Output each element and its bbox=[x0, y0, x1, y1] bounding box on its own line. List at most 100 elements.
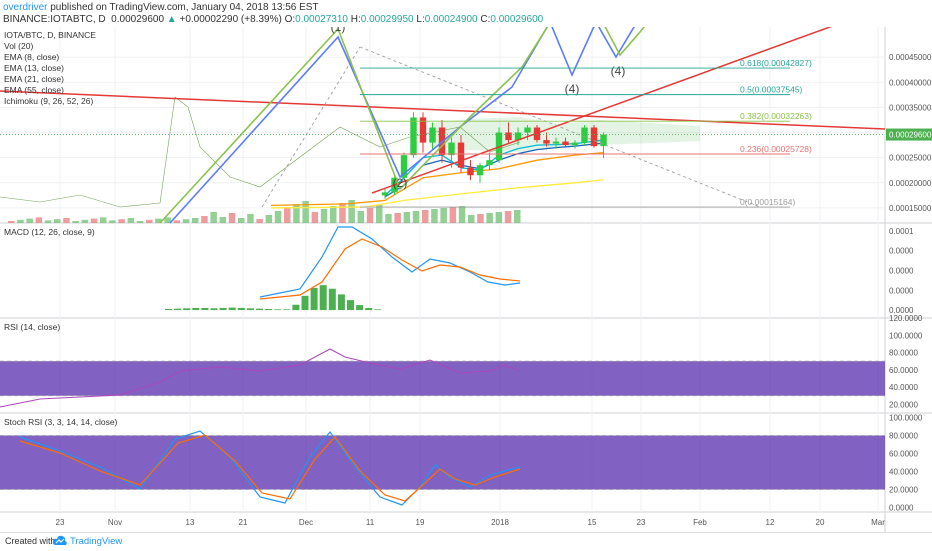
volume-bar bbox=[201, 216, 208, 223]
macd-hist-bar bbox=[201, 307, 209, 311]
volume-bar bbox=[146, 219, 153, 223]
time-tick-label: 21 bbox=[239, 518, 248, 527]
volume-bar bbox=[26, 218, 33, 223]
macd-signal-line bbox=[259, 238, 521, 300]
volume-bar bbox=[44, 220, 52, 223]
legend-rsi: RSI (14, close) bbox=[4, 322, 60, 332]
volume-bar bbox=[385, 214, 392, 223]
volume-bar bbox=[192, 218, 199, 223]
rsi-band-fill bbox=[0, 361, 885, 396]
stoch-tick-label: 80.0000 bbox=[889, 432, 918, 441]
legend-ema8: EMA (8, close) bbox=[4, 52, 59, 62]
volume-bar bbox=[8, 221, 15, 223]
candle-up bbox=[581, 127, 588, 143]
volume-bar bbox=[35, 217, 43, 223]
volume-bar bbox=[348, 200, 355, 223]
price-tick-label: 0.00020000 bbox=[889, 179, 932, 188]
volume-bar bbox=[54, 219, 61, 223]
volume-bar bbox=[164, 217, 171, 223]
low-value: 0.00024900 bbox=[424, 14, 478, 25]
chart-canvas[interactable]: (1) (2) (4) (4) 0.618(0.00042827) 0.5(0.0003… bbox=[0, 27, 932, 532]
macd-line bbox=[259, 226, 521, 298]
volume-bar bbox=[155, 218, 162, 223]
volume-bar bbox=[486, 213, 493, 223]
candle-up bbox=[400, 155, 408, 178]
macd-hist-bar bbox=[292, 304, 300, 311]
wave-label: (4) bbox=[611, 64, 626, 78]
volume-bar bbox=[228, 213, 236, 223]
volume-bar bbox=[247, 214, 254, 223]
elliott-wave-green bbox=[159, 27, 646, 224]
close-value: 0.00029600 bbox=[490, 14, 544, 25]
macd-hist-bar bbox=[310, 287, 318, 311]
rsi-tick-label: 40.0000 bbox=[889, 383, 918, 392]
volume-bar bbox=[90, 218, 98, 223]
descending-trendline bbox=[0, 90, 886, 130]
low-label: L: bbox=[416, 14, 425, 25]
candle-down bbox=[543, 140, 550, 144]
rsi-band bbox=[0, 360, 885, 397]
close-label: C: bbox=[480, 14, 491, 25]
volume-bar bbox=[477, 214, 484, 223]
volume-bar bbox=[449, 207, 457, 223]
candle-up bbox=[486, 160, 493, 166]
volume-bar bbox=[302, 201, 309, 223]
volume-bar bbox=[394, 213, 401, 223]
high-value: 0.00029950 bbox=[360, 14, 414, 25]
current-price-label: 0.00029600 bbox=[889, 131, 932, 140]
price-tick-label: 0.00015000 bbox=[889, 204, 932, 213]
fib-level-label: 0.618(0.00042827) bbox=[740, 58, 812, 68]
candle-down bbox=[419, 117, 427, 143]
price-tick-label: 0.00040000 bbox=[889, 78, 932, 87]
volume-bar bbox=[504, 211, 512, 223]
volume-bar bbox=[357, 211, 365, 223]
candle-down bbox=[467, 167, 474, 176]
macd-tick-label: 0.0000 bbox=[889, 267, 914, 276]
fib-level-label: 0.236(0.00025728) bbox=[740, 144, 812, 154]
candle-down bbox=[562, 141, 569, 146]
macd-hist-bar bbox=[174, 308, 182, 311]
volume-bar bbox=[320, 209, 328, 223]
fib-level-label: 0.5(0.00037545) bbox=[740, 85, 803, 95]
macd-hist-bar bbox=[265, 309, 273, 311]
stoch-rsi-pane bbox=[19, 430, 521, 506]
macd-hist-bar bbox=[365, 307, 373, 311]
price-tick-label: 0.00035000 bbox=[889, 103, 932, 112]
volume-bar bbox=[17, 219, 24, 223]
publish-info: published on TradingView.com, January 04… bbox=[50, 2, 319, 13]
candle-up bbox=[476, 165, 484, 176]
volume-bars bbox=[8, 200, 521, 223]
stoch-tick-label: 60.0000 bbox=[889, 450, 918, 459]
wave-label: (2) bbox=[393, 176, 408, 190]
volume-bar bbox=[514, 210, 521, 223]
fib-level-label: 0.382(0.00032263) bbox=[740, 111, 812, 121]
candle-up bbox=[552, 141, 560, 144]
volume-bar bbox=[274, 211, 282, 223]
macd-hist-bar bbox=[319, 285, 327, 311]
macd-hist-bar bbox=[328, 288, 336, 311]
legend-vol: Vol (20) bbox=[4, 41, 33, 51]
created-with-label: Created with bbox=[5, 536, 56, 546]
author-link[interactable]: overdriver bbox=[3, 2, 48, 13]
wave-label: (1) bbox=[331, 27, 346, 34]
drawings: (1) (2) (4) (4) bbox=[0, 27, 886, 224]
stoch-band-fill bbox=[0, 435, 885, 490]
stoch-d-line bbox=[19, 434, 521, 502]
time-tick-label: 15 bbox=[588, 518, 597, 527]
price-tick-label: 0.00025000 bbox=[889, 154, 932, 163]
rsi-tick-label: 80.0000 bbox=[889, 349, 918, 358]
volume-bar bbox=[458, 206, 466, 223]
candle-up bbox=[448, 142, 455, 156]
high-label: H: bbox=[350, 14, 361, 25]
volume-bar bbox=[182, 219, 190, 223]
macd-pane bbox=[165, 226, 521, 311]
rsi-tick-label: 20.0000 bbox=[889, 400, 918, 409]
legend-macd: MACD (12, 26, close, 9) bbox=[4, 227, 95, 237]
stoch-k-line bbox=[19, 430, 521, 506]
legend-stoch-rsi: Stoch RSI (3, 3, 14, 14, close) bbox=[4, 417, 118, 427]
tradingview-brand[interactable]: TradingView bbox=[70, 536, 123, 547]
candle-up bbox=[381, 192, 389, 196]
macd-hist-bar bbox=[337, 294, 345, 311]
volume-bar bbox=[376, 205, 383, 223]
stoch-tick-label: 100.0000 bbox=[889, 414, 923, 423]
